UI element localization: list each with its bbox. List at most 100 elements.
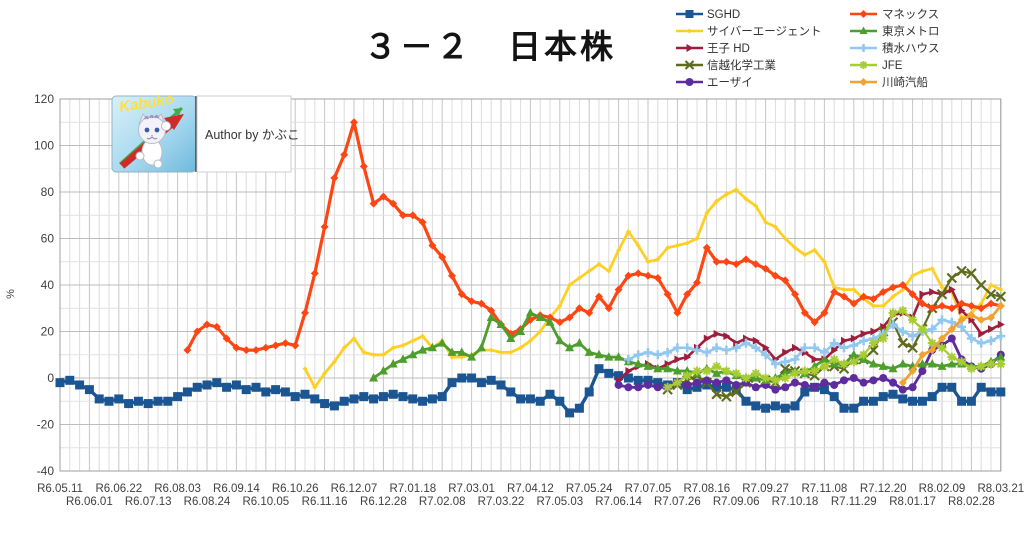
marker-diamond (527, 338, 533, 344)
x-tick-label: R7.06.14 (595, 496, 642, 508)
marker-diamond (341, 345, 347, 351)
marker-square (388, 389, 398, 399)
legend-label: 東京メトロ (882, 24, 940, 38)
marker-plus (908, 331, 918, 341)
marker-asterisk (721, 366, 731, 376)
marker-asterisk (741, 373, 751, 383)
marker-diamond (302, 366, 308, 372)
marker-square (173, 392, 183, 402)
y-tick-label: 40 (41, 278, 55, 292)
marker-asterisk (672, 378, 682, 388)
marker-x (711, 389, 722, 400)
marker-square (408, 394, 418, 404)
marker-x (907, 342, 918, 354)
marker-asterisk (859, 61, 868, 69)
marker-diamond (448, 271, 456, 280)
marker-circle (702, 376, 711, 385)
marker-plus (780, 357, 790, 367)
series-kawasaki_kisen (898, 301, 1005, 387)
marker-square (359, 392, 369, 402)
marker-triangle-up (506, 333, 516, 342)
marker-diamond (830, 287, 839, 296)
marker-diamond (732, 260, 741, 269)
marker-square (437, 392, 447, 402)
marker-triangle-up (898, 359, 908, 368)
marker-diamond (977, 315, 986, 324)
marker-square (320, 399, 330, 409)
marker-diamond (918, 299, 927, 308)
marker-plus (712, 343, 722, 353)
marker-diamond (457, 290, 466, 299)
marker-square (849, 403, 859, 413)
marker-diamond (212, 322, 221, 331)
marker-diamond (978, 301, 984, 307)
marker-triangle-up (369, 373, 379, 382)
marker-triangle-right (686, 44, 694, 52)
marker-diamond (996, 301, 1005, 310)
marker-square (506, 387, 516, 397)
marker-triangle-up (878, 361, 888, 370)
marker-asterisk (702, 366, 712, 376)
marker-diamond (438, 253, 447, 262)
marker-diamond (625, 229, 631, 235)
marker-diamond (487, 306, 496, 315)
marker-triangle-up (565, 342, 575, 352)
marker-plus (663, 347, 673, 357)
x-tick-label: R6.05.11 (37, 483, 83, 495)
marker-triangle-right (684, 353, 692, 362)
marker-plus (937, 315, 947, 325)
marker-square (761, 403, 771, 413)
marker-triangle-right (713, 329, 721, 338)
marker-diamond (488, 347, 494, 353)
marker-diamond (831, 284, 837, 290)
marker-diamond (938, 334, 946, 343)
marker-square (202, 380, 212, 390)
marker-triangle-right (831, 346, 839, 355)
marker-diamond (595, 292, 603, 301)
marker-triangle-up (819, 354, 829, 363)
marker-square (780, 403, 790, 413)
marker-diamond (792, 245, 798, 251)
marker-x (684, 60, 695, 70)
marker-circle (898, 385, 907, 394)
marker-diamond (751, 260, 760, 269)
marker-square (535, 396, 545, 406)
marker-asterisk (712, 361, 722, 371)
x-tick-label: R6.07.13 (125, 496, 172, 508)
marker-triangle-up (849, 349, 859, 359)
marker-triangle-up (574, 338, 584, 347)
marker-diamond (869, 294, 878, 303)
marker-plus (731, 343, 741, 353)
x-tick-label: R7.11.29 (831, 496, 877, 508)
marker-circle (722, 376, 731, 385)
marker-asterisk (996, 359, 1006, 369)
marker-diamond (712, 257, 721, 266)
marker-circle (810, 383, 819, 392)
marker-square (251, 382, 261, 392)
marker-triangle-right (782, 348, 790, 357)
marker-diamond (320, 222, 329, 231)
marker-square (908, 396, 918, 406)
marker-asterisk (878, 333, 888, 343)
marker-diamond (743, 196, 749, 202)
marker-plus (986, 336, 996, 346)
marker-square (486, 375, 496, 385)
marker-diamond (919, 268, 925, 274)
marker-square (124, 399, 134, 409)
marker-triangle-up (712, 368, 722, 377)
legend-item-shinetsu_chemical: 信越化学工業 (676, 58, 776, 72)
x-tick-label: R6.12.28 (360, 496, 407, 508)
x-tick-label: R7.04.12 (507, 483, 554, 495)
marker-plus (790, 354, 800, 364)
marker-diamond (222, 334, 231, 343)
marker-diamond (687, 28, 692, 34)
marker-diamond (371, 352, 377, 358)
marker-square (859, 396, 869, 406)
cat-mascot (135, 113, 171, 169)
marker-diamond (791, 290, 799, 299)
marker-plus (721, 345, 731, 355)
marker-plus (829, 338, 839, 348)
marker-asterisk (839, 359, 849, 369)
marker-triangle-up (427, 342, 437, 352)
